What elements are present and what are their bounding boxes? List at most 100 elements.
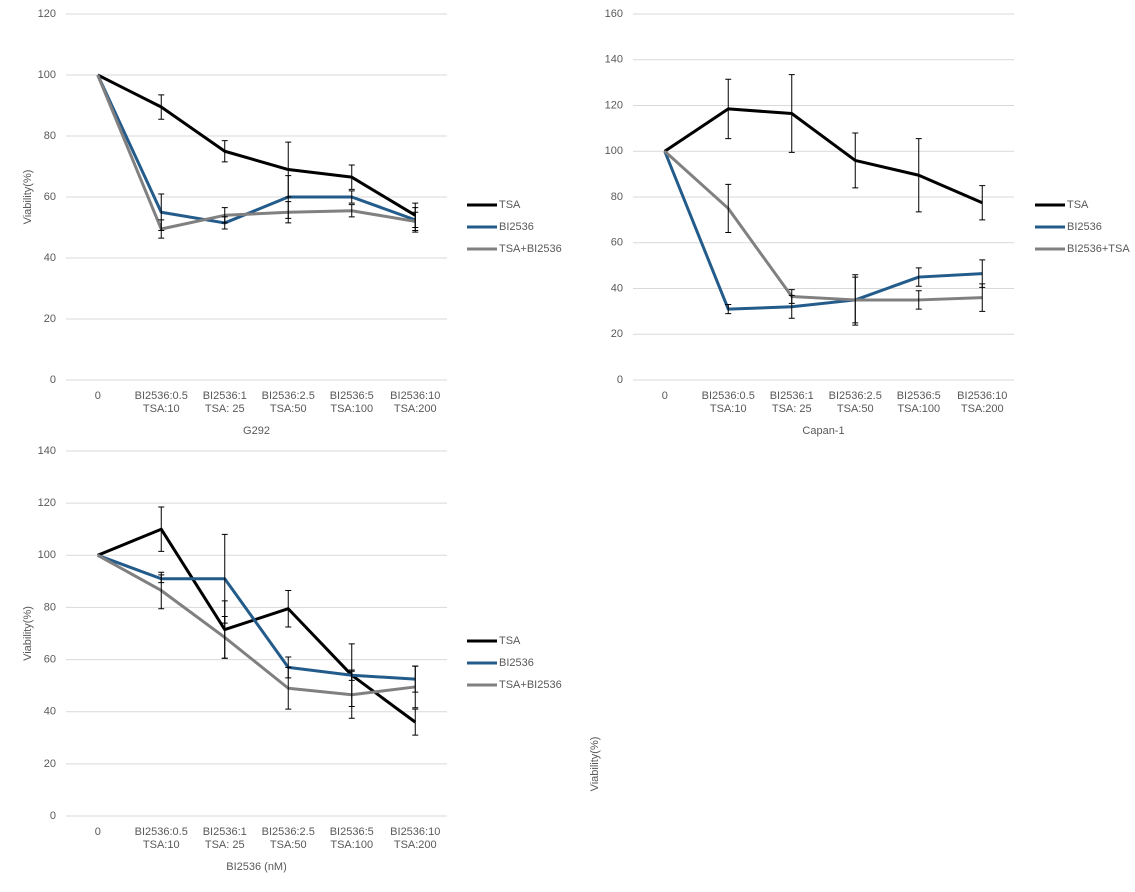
y-tick-label: 160 bbox=[605, 8, 623, 20]
error-bar bbox=[852, 274, 859, 326]
y-tick-label: 40 bbox=[44, 706, 56, 718]
y-tick-label: 0 bbox=[50, 374, 56, 386]
x-axis-label: G292 bbox=[243, 425, 270, 437]
legend-label: TSA+BI2536 bbox=[499, 679, 562, 691]
y-tick-label: 120 bbox=[38, 497, 56, 509]
y-axis-label: Viability(%) bbox=[22, 606, 34, 661]
x-axis-label: Capan-1 bbox=[802, 425, 844, 437]
y-tick-label: 60 bbox=[44, 191, 56, 203]
y-tick-label: 120 bbox=[38, 8, 56, 20]
x-tick-label: 0 bbox=[95, 390, 101, 402]
error-bar bbox=[915, 290, 922, 310]
y-tick-label: 20 bbox=[44, 758, 56, 770]
y-tick-label: 60 bbox=[611, 237, 623, 249]
error-bar bbox=[158, 219, 165, 239]
error-bar bbox=[158, 94, 165, 120]
legend-label: BI2536 bbox=[499, 221, 534, 233]
y-tick-label: 20 bbox=[44, 313, 56, 325]
x-tick-label: 0 bbox=[95, 826, 101, 838]
error-bar bbox=[221, 616, 228, 659]
series-line bbox=[97, 553, 416, 681]
y-tick-label: 100 bbox=[38, 69, 56, 81]
x-tick-label: BI2536:1 bbox=[770, 390, 814, 402]
x-tick-label: TSA:10 bbox=[143, 403, 180, 415]
x-tick-label: TSA:200 bbox=[394, 839, 437, 851]
y-axis-label: Viability(%) bbox=[589, 737, 601, 792]
x-tick-label: BI2536:10 bbox=[957, 390, 1007, 402]
x-tick-label: TSA:100 bbox=[330, 403, 373, 415]
error-bar bbox=[348, 670, 355, 719]
x-tick-label: TSA:100 bbox=[330, 839, 373, 851]
series-line bbox=[97, 73, 417, 217]
error-bar bbox=[285, 589, 292, 628]
error-bar bbox=[725, 304, 732, 315]
x-tick-label: TSA:100 bbox=[897, 403, 940, 415]
error-bar bbox=[788, 74, 795, 153]
error-bar bbox=[412, 665, 419, 709]
error-bar bbox=[158, 571, 165, 610]
x-tick-label: BI2536:5 bbox=[330, 826, 374, 838]
y-tick-label: 60 bbox=[44, 653, 56, 665]
x-tick-label: 0 bbox=[662, 390, 668, 402]
x-tick-label: TSA: 25 bbox=[205, 839, 245, 851]
error-bar bbox=[221, 207, 228, 224]
y-axis-label: Viability(%) bbox=[22, 170, 34, 225]
y-tick-label: 40 bbox=[611, 282, 623, 294]
error-bar bbox=[412, 211, 419, 232]
y-tick-label: 80 bbox=[44, 601, 56, 613]
error-bar bbox=[979, 283, 986, 312]
x-tick-label: TSA:50 bbox=[270, 403, 307, 415]
error-bar bbox=[915, 267, 922, 287]
x-tick-label: TSA:10 bbox=[143, 839, 180, 851]
x-tick-label: BI2536:2.5 bbox=[262, 390, 315, 402]
y-tick-label: 80 bbox=[44, 130, 56, 142]
x-axis-label: BI2536 (nM) bbox=[226, 861, 287, 873]
x-tick-label: BI2536:2.5 bbox=[262, 826, 315, 838]
y-tick-label: 80 bbox=[611, 191, 623, 203]
error-bar bbox=[852, 132, 859, 189]
legend-label: BI2536 bbox=[1067, 221, 1102, 233]
legend-label: TSA+BI2536 bbox=[499, 243, 562, 255]
x-tick-label: TSA:200 bbox=[394, 403, 437, 415]
error-bar bbox=[348, 190, 355, 204]
y-tick-label: 20 bbox=[611, 328, 623, 340]
series-line bbox=[663, 150, 983, 302]
y-tick-label: 40 bbox=[44, 252, 56, 264]
x-tick-label: BI2536:0.5 bbox=[135, 826, 188, 838]
x-tick-label: TSA:50 bbox=[270, 839, 307, 851]
x-tick-label: BI2536:1 bbox=[203, 826, 247, 838]
y-tick-label: 100 bbox=[38, 549, 56, 561]
y-tick-label: 0 bbox=[50, 810, 56, 822]
y-tick-label: 120 bbox=[605, 99, 623, 111]
series-line bbox=[96, 74, 416, 231]
x-tick-label: BI2536:5 bbox=[897, 390, 941, 402]
error-bar bbox=[348, 164, 355, 190]
error-bar bbox=[285, 666, 292, 710]
x-tick-label: TSA:50 bbox=[837, 403, 874, 415]
y-tick-label: 140 bbox=[38, 445, 56, 457]
error-bar bbox=[412, 708, 419, 736]
series-line bbox=[97, 553, 416, 697]
series-line bbox=[96, 74, 416, 225]
x-tick-label: BI2536:1 bbox=[203, 390, 247, 402]
y-tick-label: 100 bbox=[605, 145, 623, 157]
y-tick-label: 0 bbox=[617, 374, 623, 386]
x-tick-label: BI2536:2.5 bbox=[829, 390, 882, 402]
error-bar bbox=[725, 78, 732, 140]
error-bar bbox=[285, 201, 292, 224]
legend-label: TSA bbox=[499, 635, 521, 647]
x-tick-label: BI2536:10 bbox=[390, 390, 440, 402]
y-tick-label: 140 bbox=[605, 54, 623, 66]
error-bar bbox=[348, 204, 355, 218]
error-bar bbox=[221, 140, 228, 163]
series-line bbox=[663, 150, 983, 311]
x-tick-label: TSA:200 bbox=[961, 403, 1004, 415]
x-tick-label: BI2536:5 bbox=[330, 390, 374, 402]
legend-label: BI2536 bbox=[499, 657, 534, 669]
legend-label: TSA bbox=[499, 199, 521, 211]
x-tick-label: BI2536:0.5 bbox=[702, 390, 755, 402]
x-tick-label: TSA: 25 bbox=[205, 403, 245, 415]
error-bar bbox=[788, 289, 795, 304]
x-tick-label: BI2536:0.5 bbox=[135, 390, 188, 402]
